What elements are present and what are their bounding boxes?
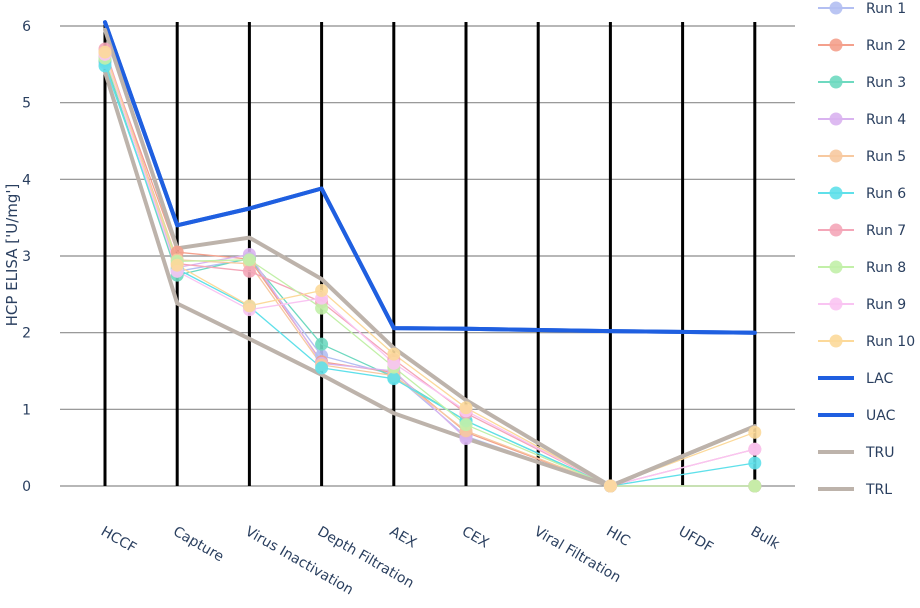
- legend-label: Run 8: [866, 260, 906, 276]
- series-line: [103, 70, 757, 488]
- y-tick-label: 0: [22, 479, 31, 495]
- data-point: [387, 347, 401, 361]
- legend-swatch-marker: [829, 334, 843, 348]
- data-point: [748, 456, 762, 470]
- legend-label: TRL: [865, 482, 892, 498]
- data-point: [387, 372, 401, 386]
- legend: Run 1 Run 2 Run 3 Run 4 Run 5 Run 6 Run 7 Run 8…: [818, 1, 915, 498]
- x-tick-label: Bulk: [748, 524, 783, 554]
- data-point: [242, 299, 256, 313]
- y-tick-labels: 0 1 2 3 4 5 6: [22, 19, 31, 495]
- data-point: [748, 479, 762, 493]
- x-tick-label: AEX: [387, 524, 420, 552]
- legend-label: UAC: [866, 408, 896, 424]
- x-tick-label: Capture: [170, 524, 226, 566]
- series-lines: [103, 20, 757, 488]
- x-tick-label: HIC: [603, 524, 632, 550]
- series-line: [103, 20, 757, 335]
- series-line: [104, 53, 756, 487]
- legend-label: Run 7: [866, 223, 906, 239]
- legend-swatch-marker: [829, 223, 843, 237]
- data-point: [170, 258, 184, 272]
- legend-label: Run 9: [866, 297, 906, 313]
- series-line: [104, 57, 756, 487]
- series-line: [103, 20, 757, 335]
- data-point: [459, 418, 473, 432]
- series-line: [104, 62, 756, 487]
- y-axis-title: HCP ELISA ['U/mg']: [3, 184, 21, 327]
- y-tick-label: 2: [22, 326, 31, 342]
- data-point: [748, 425, 762, 439]
- legend-swatch-marker: [829, 260, 843, 274]
- legend-label: Run 10: [866, 334, 915, 350]
- legend-label: Run 6: [866, 186, 906, 202]
- legend-swatch-marker: [829, 297, 843, 311]
- y-tick-label: 5: [22, 96, 31, 112]
- legend-swatch-marker: [829, 38, 843, 52]
- data-point: [603, 479, 617, 493]
- x-tick-label: HCCF: [98, 524, 139, 557]
- y-tick-label: 4: [22, 172, 31, 188]
- data-point: [98, 45, 112, 59]
- x-tick-label: CEX: [459, 524, 492, 552]
- legend-swatch-marker: [829, 1, 843, 15]
- data-point: [242, 264, 256, 278]
- series-points: [98, 42, 762, 493]
- legend-label: Run 3: [866, 75, 906, 91]
- series-line: [103, 27, 757, 488]
- legend-label: LAC: [866, 371, 893, 387]
- legend-swatch-marker: [829, 186, 843, 200]
- y-tick-label: 6: [22, 19, 31, 35]
- data-point: [315, 284, 329, 297]
- series-line: [104, 65, 756, 487]
- series-line: [104, 54, 756, 487]
- legend-label: TRU: [865, 445, 895, 461]
- legend-label: Run 4: [866, 112, 906, 128]
- x-tick-label: UFDF: [676, 524, 716, 556]
- series-line: [104, 59, 756, 487]
- data-point: [459, 401, 473, 415]
- series-line: [104, 56, 756, 487]
- y-tick-label: 3: [22, 249, 31, 265]
- legend-swatch-marker: [829, 149, 843, 163]
- gridlines: [60, 25, 795, 487]
- legend-swatch-marker: [829, 112, 843, 126]
- legend-label: Run 5: [866, 149, 906, 165]
- legend-swatch-marker: [829, 75, 843, 89]
- data-point: [315, 337, 329, 351]
- data-point: [315, 361, 329, 375]
- legend-label: Run 2: [866, 38, 906, 54]
- y-tick-label: 1: [22, 402, 31, 418]
- data-point: [315, 301, 329, 315]
- data-point: [242, 253, 256, 267]
- legend-label: Run 1: [866, 1, 906, 17]
- data-point: [387, 356, 401, 370]
- data-point: [748, 442, 762, 456]
